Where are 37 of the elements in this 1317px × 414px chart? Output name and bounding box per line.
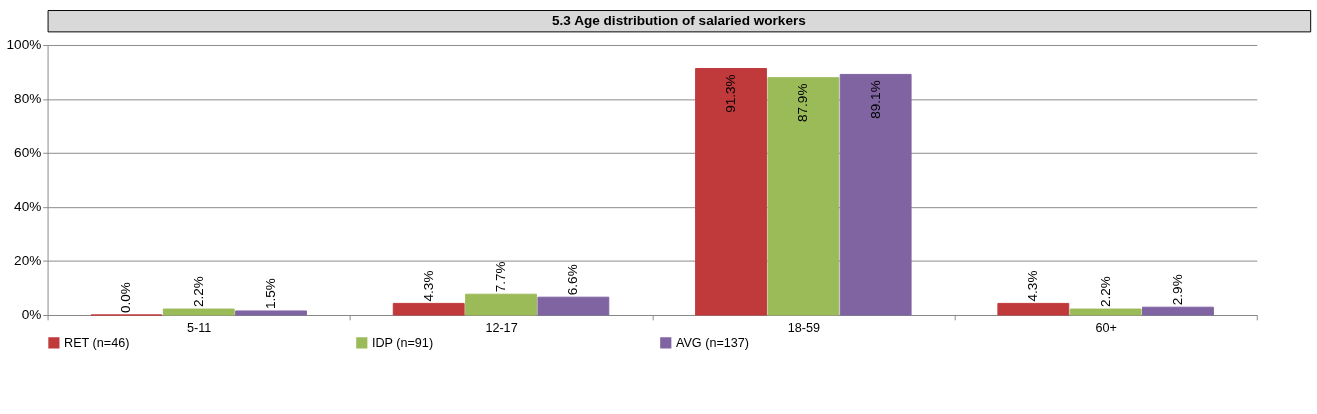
data-label: 4.3% (1025, 270, 1041, 302)
data-label: 1.5% (262, 278, 278, 310)
data-label: 91.3% (722, 74, 738, 113)
x-tick-label: 60+ (1095, 321, 1117, 335)
data-label: 87.9% (795, 83, 811, 123)
data-label: 2.2% (1097, 276, 1113, 308)
bar (839, 73, 912, 316)
chart-title: 5.3 Age distribution of salaried workers (552, 12, 806, 28)
bar (235, 310, 307, 316)
bar (162, 308, 235, 316)
y-tick-label: 0% (21, 307, 42, 323)
x-tick-label: 12-17 (485, 321, 518, 335)
data-label: 6.6% (565, 264, 581, 296)
data-label: 89.1% (867, 80, 883, 119)
bar (465, 293, 537, 316)
data-label: 4.3% (420, 270, 436, 302)
x-tick-label: 18-59 (787, 321, 820, 335)
y-tick-label: 60% (14, 145, 42, 161)
data-label: 2.2% (190, 276, 206, 308)
bar (767, 77, 840, 316)
bar (537, 296, 610, 316)
y-tick-label: 40% (14, 199, 42, 215)
data-label: 0.0% (118, 282, 134, 314)
data-label: 2.9% (1169, 274, 1185, 306)
y-tick-label: 80% (14, 91, 42, 107)
data-label: 7.7% (492, 261, 508, 293)
y-tick-label: 100% (6, 37, 42, 53)
bar (695, 68, 767, 316)
y-tick-label: 20% (14, 253, 42, 269)
bar (997, 302, 1070, 316)
bar (1142, 306, 1214, 316)
bar (392, 302, 465, 316)
legend-label: IDP (n=91) (371, 335, 434, 350)
legend-label: AVG (n=137) (675, 335, 749, 350)
x-tick-label: 5-11 (187, 321, 212, 335)
legend-label: RET (n=46) (64, 335, 130, 350)
bar (1069, 308, 1142, 316)
